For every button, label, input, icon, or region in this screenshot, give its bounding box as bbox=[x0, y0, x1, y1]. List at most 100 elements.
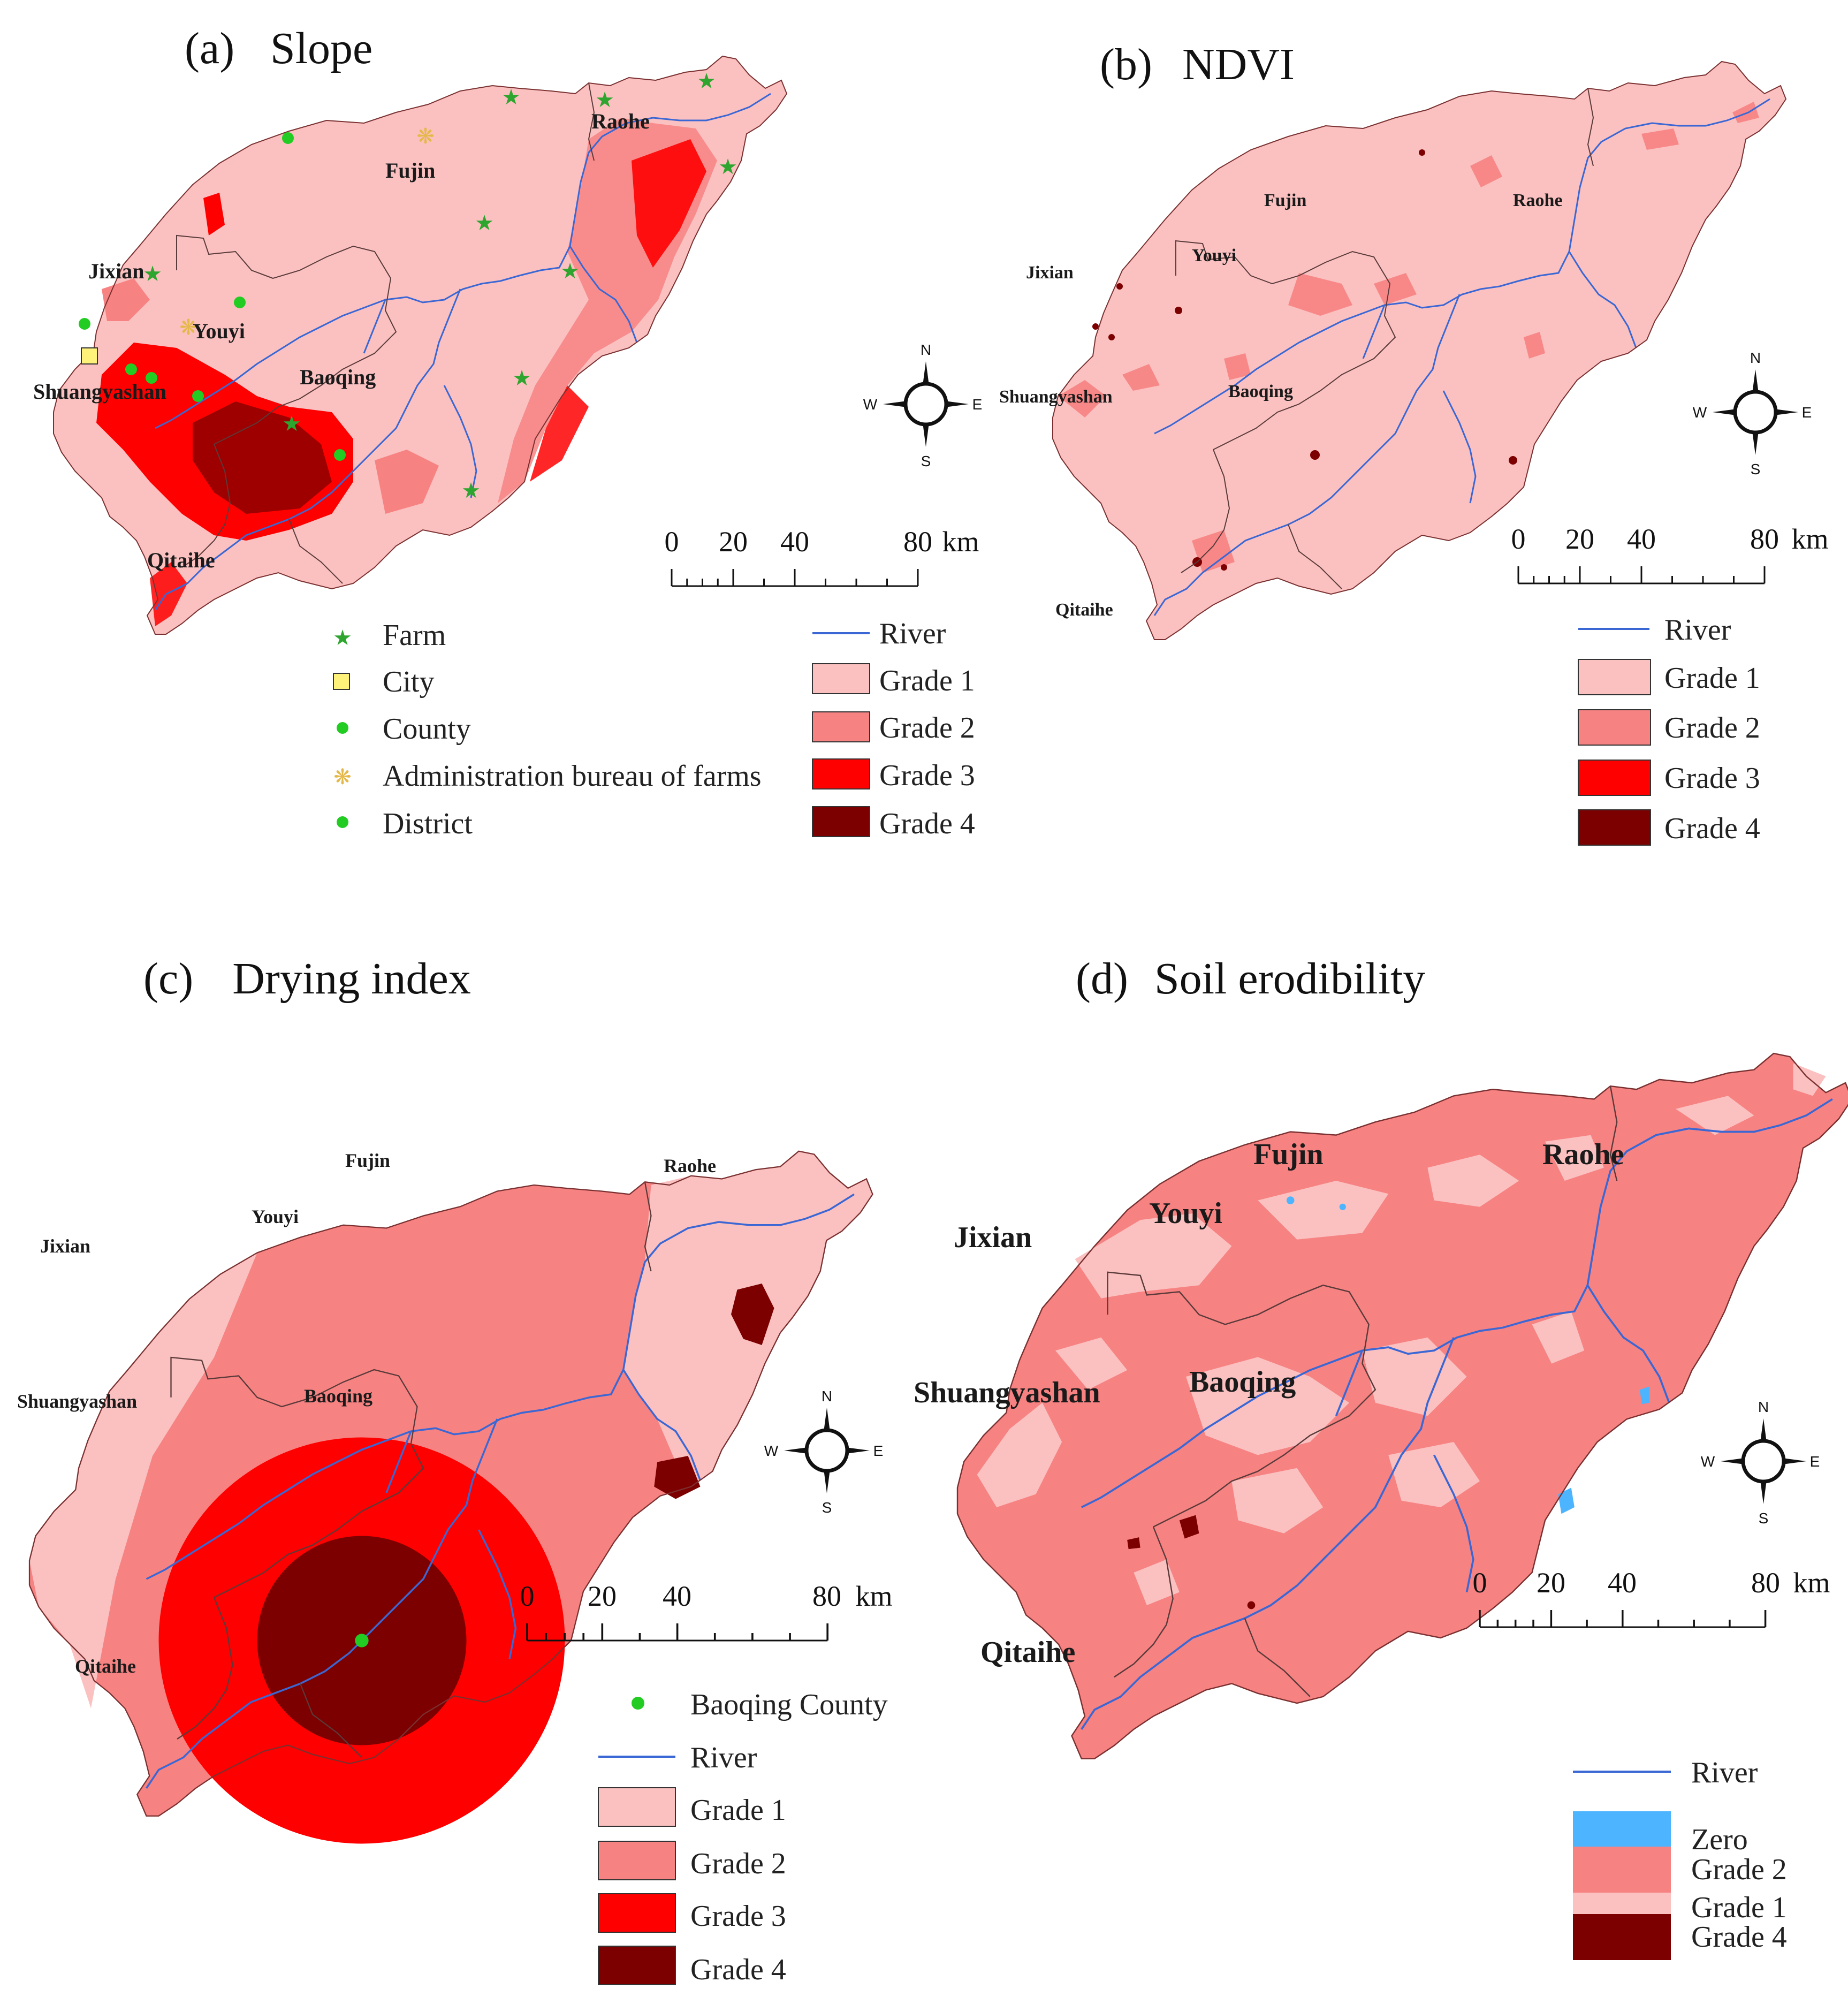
legend-baoqing-county-icon bbox=[632, 1697, 644, 1710]
legend-farm-icon: ★ bbox=[333, 626, 352, 650]
legend-swatch-g2 bbox=[1578, 709, 1651, 746]
bureau-marker: ❋ bbox=[179, 315, 197, 339]
label-raohe: Raohe bbox=[664, 1155, 716, 1176]
farm-marker: ★ bbox=[475, 211, 494, 235]
farm-marker: ★ bbox=[461, 479, 481, 503]
legend-grade2: Grade 2 bbox=[690, 1847, 786, 1880]
compass-w: W bbox=[1693, 404, 1707, 421]
farm-marker: ★ bbox=[282, 412, 301, 436]
district-marker bbox=[146, 372, 157, 384]
legend-county: County bbox=[383, 712, 471, 746]
legend-grade4: Grade 4 bbox=[879, 807, 975, 840]
legend-swatch-g3 bbox=[598, 1893, 676, 1933]
legend-swatch-g4 bbox=[1573, 1914, 1671, 1960]
legend-farm: Farm bbox=[383, 619, 446, 652]
legend-grade2: Grade 2 bbox=[1664, 711, 1760, 745]
label-qitaihe: Qitaihe bbox=[1055, 600, 1113, 620]
legend-baoqing-county: Baoqing County bbox=[690, 1688, 888, 1721]
panel-label: (d) bbox=[1076, 954, 1128, 1004]
farm-marker: ★ bbox=[512, 366, 531, 390]
panel-d-legend-lower: Grade 2 Grade 4 bbox=[1573, 1847, 1814, 1960]
scale-label: 0 bbox=[520, 1580, 535, 1612]
scale-label: 80 bbox=[1751, 1567, 1780, 1599]
compass-w: W bbox=[764, 1442, 779, 1459]
soil-grade4-patches bbox=[1127, 1515, 1256, 1609]
panel-label: (c) bbox=[143, 954, 194, 1004]
legend: River Grade 1 Grade 2 Grade 3 Grade 4 bbox=[1578, 613, 1760, 846]
label-shuangyashan: Shuangyashan bbox=[17, 1391, 137, 1412]
legend-district-icon bbox=[337, 816, 348, 828]
legend-swatch-g3 bbox=[1578, 760, 1651, 796]
compass-s: S bbox=[1751, 461, 1761, 477]
place-labels: Fujin Raohe Jixian Youyi Baoqing Shuangy… bbox=[33, 109, 650, 572]
compass-n: N bbox=[1750, 350, 1761, 366]
scale-bar: 0 20 40 80 km bbox=[1511, 523, 1829, 584]
panel-label: (a) bbox=[185, 24, 234, 73]
legend-grade2: Grade 2 bbox=[1691, 1853, 1787, 1886]
label-fujin: Fujin bbox=[385, 158, 435, 183]
bureau-marker: ❋ bbox=[416, 124, 435, 148]
compass-w: W bbox=[1701, 1453, 1715, 1470]
legend-points: ★ Farm City County ❋ Administration bure… bbox=[333, 619, 762, 840]
map-markers: ★ ★ ★ ★ ★ ★ ★ ★ ★ ★ ❋ ❋ bbox=[79, 69, 737, 503]
label-qitaihe: Qitaihe bbox=[147, 548, 215, 572]
slope-high-zone bbox=[96, 118, 717, 626]
label-shuangyashan: Shuangyashan bbox=[999, 387, 1113, 407]
label-baoqing: Baoqing bbox=[300, 365, 376, 389]
legend-grade1: Grade 1 bbox=[690, 1794, 786, 1827]
legend-city-icon bbox=[333, 673, 350, 690]
drying-zones bbox=[29, 1151, 873, 1844]
label-youyi: Youyi bbox=[193, 319, 245, 343]
scale-label: 20 bbox=[1565, 523, 1594, 555]
panel-soil-erodibility: Fujin Raohe Jixian Youyi Baoqing Shuangy… bbox=[914, 996, 1848, 1991]
panel-title: NDVI bbox=[1182, 40, 1295, 89]
scale-label: 40 bbox=[663, 1580, 691, 1612]
scale-bar: 0 20 40 80 km bbox=[1473, 1567, 1830, 1628]
compass-e: E bbox=[972, 396, 983, 413]
county-marker bbox=[282, 132, 294, 144]
label-shuangyashan: Shuangyashan bbox=[914, 1376, 1100, 1409]
compass: N S E W bbox=[1693, 350, 1812, 477]
legend-river: River bbox=[690, 1741, 757, 1774]
farm-marker: ★ bbox=[697, 69, 716, 93]
compass-s: S bbox=[822, 1499, 832, 1516]
baoqing-county-marker bbox=[355, 1634, 369, 1647]
label-baoqing: Baoqing bbox=[1228, 382, 1293, 401]
county-marker bbox=[234, 297, 246, 308]
district-marker bbox=[192, 390, 204, 402]
scale-label: 20 bbox=[588, 1580, 617, 1612]
label-youyi: Youyi bbox=[252, 1206, 299, 1227]
panel-d-title: (d) Soil erodibility bbox=[1076, 953, 1425, 1005]
legend-grade1: Grade 1 bbox=[1664, 662, 1760, 695]
farm-marker: ★ bbox=[143, 262, 162, 286]
label-jixian: Jixian bbox=[88, 259, 144, 283]
legend-row-grade2: Grade 2 bbox=[1573, 1847, 1814, 1893]
legend-grade2: Grade 2 bbox=[879, 711, 975, 745]
district-marker bbox=[125, 363, 137, 375]
soil-grade1-patches bbox=[977, 1063, 1826, 1605]
district-marker bbox=[79, 318, 90, 330]
compass-w: W bbox=[863, 396, 878, 413]
legend-grade1: Grade 1 bbox=[879, 664, 975, 697]
scale-label: 40 bbox=[1627, 523, 1656, 555]
label-fujin: Fujin bbox=[1253, 1138, 1324, 1171]
scale-label: 80 bbox=[1750, 523, 1779, 555]
scale-label: 40 bbox=[780, 526, 809, 558]
ndvi-hotspots bbox=[1092, 149, 1517, 571]
legend-swatch-g3 bbox=[812, 758, 870, 789]
compass-n: N bbox=[822, 1388, 832, 1404]
legend-district: District bbox=[383, 807, 473, 840]
scale-label: 20 bbox=[719, 526, 748, 558]
legend-grade3: Grade 3 bbox=[879, 759, 975, 792]
farm-marker: ★ bbox=[595, 88, 614, 112]
map-ndvi bbox=[1052, 61, 1786, 640]
scale-label: 40 bbox=[1608, 1567, 1637, 1599]
farm-marker: ★ bbox=[560, 259, 580, 283]
legend-swatch-g4 bbox=[1578, 809, 1651, 846]
scale-label: 0 bbox=[1473, 1567, 1487, 1599]
scale-label: 20 bbox=[1537, 1567, 1565, 1599]
panel-drying-index: (c) (c) Fujin Raohe Jixian Youyi Baoqing… bbox=[0, 996, 924, 1991]
label-fujin: Fujin bbox=[1264, 191, 1306, 210]
map-soil bbox=[956, 1052, 1848, 1759]
soil-zero-patches bbox=[1286, 1196, 1650, 1514]
